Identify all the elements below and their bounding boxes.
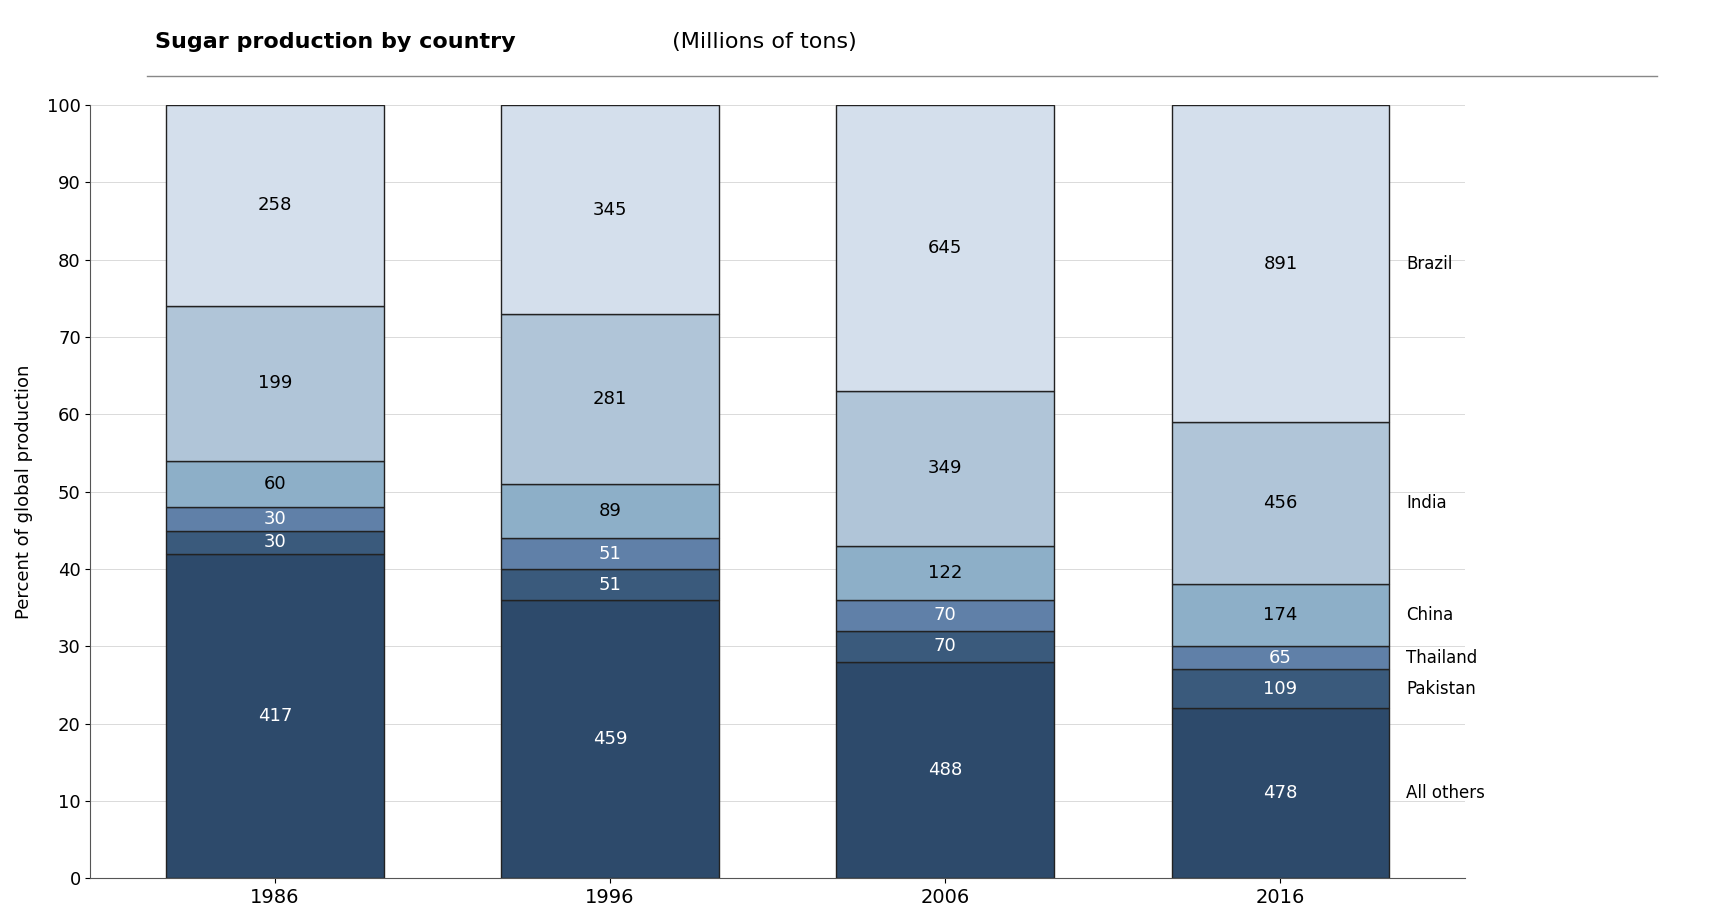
Text: 645: 645 xyxy=(929,239,963,257)
Text: 51: 51 xyxy=(599,575,621,594)
Text: 174: 174 xyxy=(1263,607,1298,624)
Bar xyxy=(501,538,720,569)
Bar xyxy=(501,105,720,314)
Text: Thailand: Thailand xyxy=(1407,649,1477,667)
Bar xyxy=(1172,669,1389,708)
Bar xyxy=(1172,585,1389,646)
Bar xyxy=(837,105,1055,391)
Text: Sugar production by country: Sugar production by country xyxy=(155,32,516,53)
Bar xyxy=(837,546,1055,600)
Text: India: India xyxy=(1407,494,1446,513)
Text: All others: All others xyxy=(1407,785,1484,802)
Bar xyxy=(166,460,383,507)
Text: 70: 70 xyxy=(934,637,956,656)
Bar xyxy=(166,530,383,554)
Bar xyxy=(837,662,1055,879)
Bar xyxy=(501,569,720,600)
Text: 70: 70 xyxy=(934,607,956,624)
Text: 30: 30 xyxy=(264,533,287,551)
Text: 488: 488 xyxy=(929,761,963,779)
Text: 459: 459 xyxy=(592,730,627,748)
Bar xyxy=(1172,422,1389,585)
Text: 478: 478 xyxy=(1263,785,1298,802)
Y-axis label: Percent of global production: Percent of global production xyxy=(16,364,33,619)
Bar xyxy=(501,484,720,538)
Text: 199: 199 xyxy=(257,374,292,392)
Text: 65: 65 xyxy=(1269,649,1293,667)
Bar xyxy=(166,306,383,460)
Text: 349: 349 xyxy=(929,459,963,478)
Text: 109: 109 xyxy=(1263,680,1298,698)
Text: China: China xyxy=(1407,607,1453,624)
Bar xyxy=(166,507,383,530)
Text: 60: 60 xyxy=(264,475,287,493)
Bar xyxy=(1172,105,1389,422)
Text: 51: 51 xyxy=(599,545,621,562)
Text: 891: 891 xyxy=(1263,254,1298,273)
Text: 89: 89 xyxy=(599,502,621,520)
Bar xyxy=(837,391,1055,546)
Text: (Millions of tons): (Millions of tons) xyxy=(665,32,856,53)
Bar xyxy=(1172,646,1389,669)
Text: 281: 281 xyxy=(594,390,627,408)
Text: 456: 456 xyxy=(1263,494,1298,513)
Text: Pakistan: Pakistan xyxy=(1407,680,1476,698)
Text: 30: 30 xyxy=(264,510,287,528)
Bar xyxy=(501,600,720,879)
Bar xyxy=(837,600,1055,631)
Text: 258: 258 xyxy=(257,196,292,214)
Bar xyxy=(837,631,1055,662)
Text: 122: 122 xyxy=(929,563,963,582)
Text: 345: 345 xyxy=(592,200,627,219)
Bar xyxy=(166,554,383,879)
Text: Brazil: Brazil xyxy=(1407,254,1453,273)
Bar xyxy=(501,314,720,484)
Bar xyxy=(166,105,383,306)
Bar xyxy=(1172,708,1389,879)
Text: 417: 417 xyxy=(257,707,292,725)
